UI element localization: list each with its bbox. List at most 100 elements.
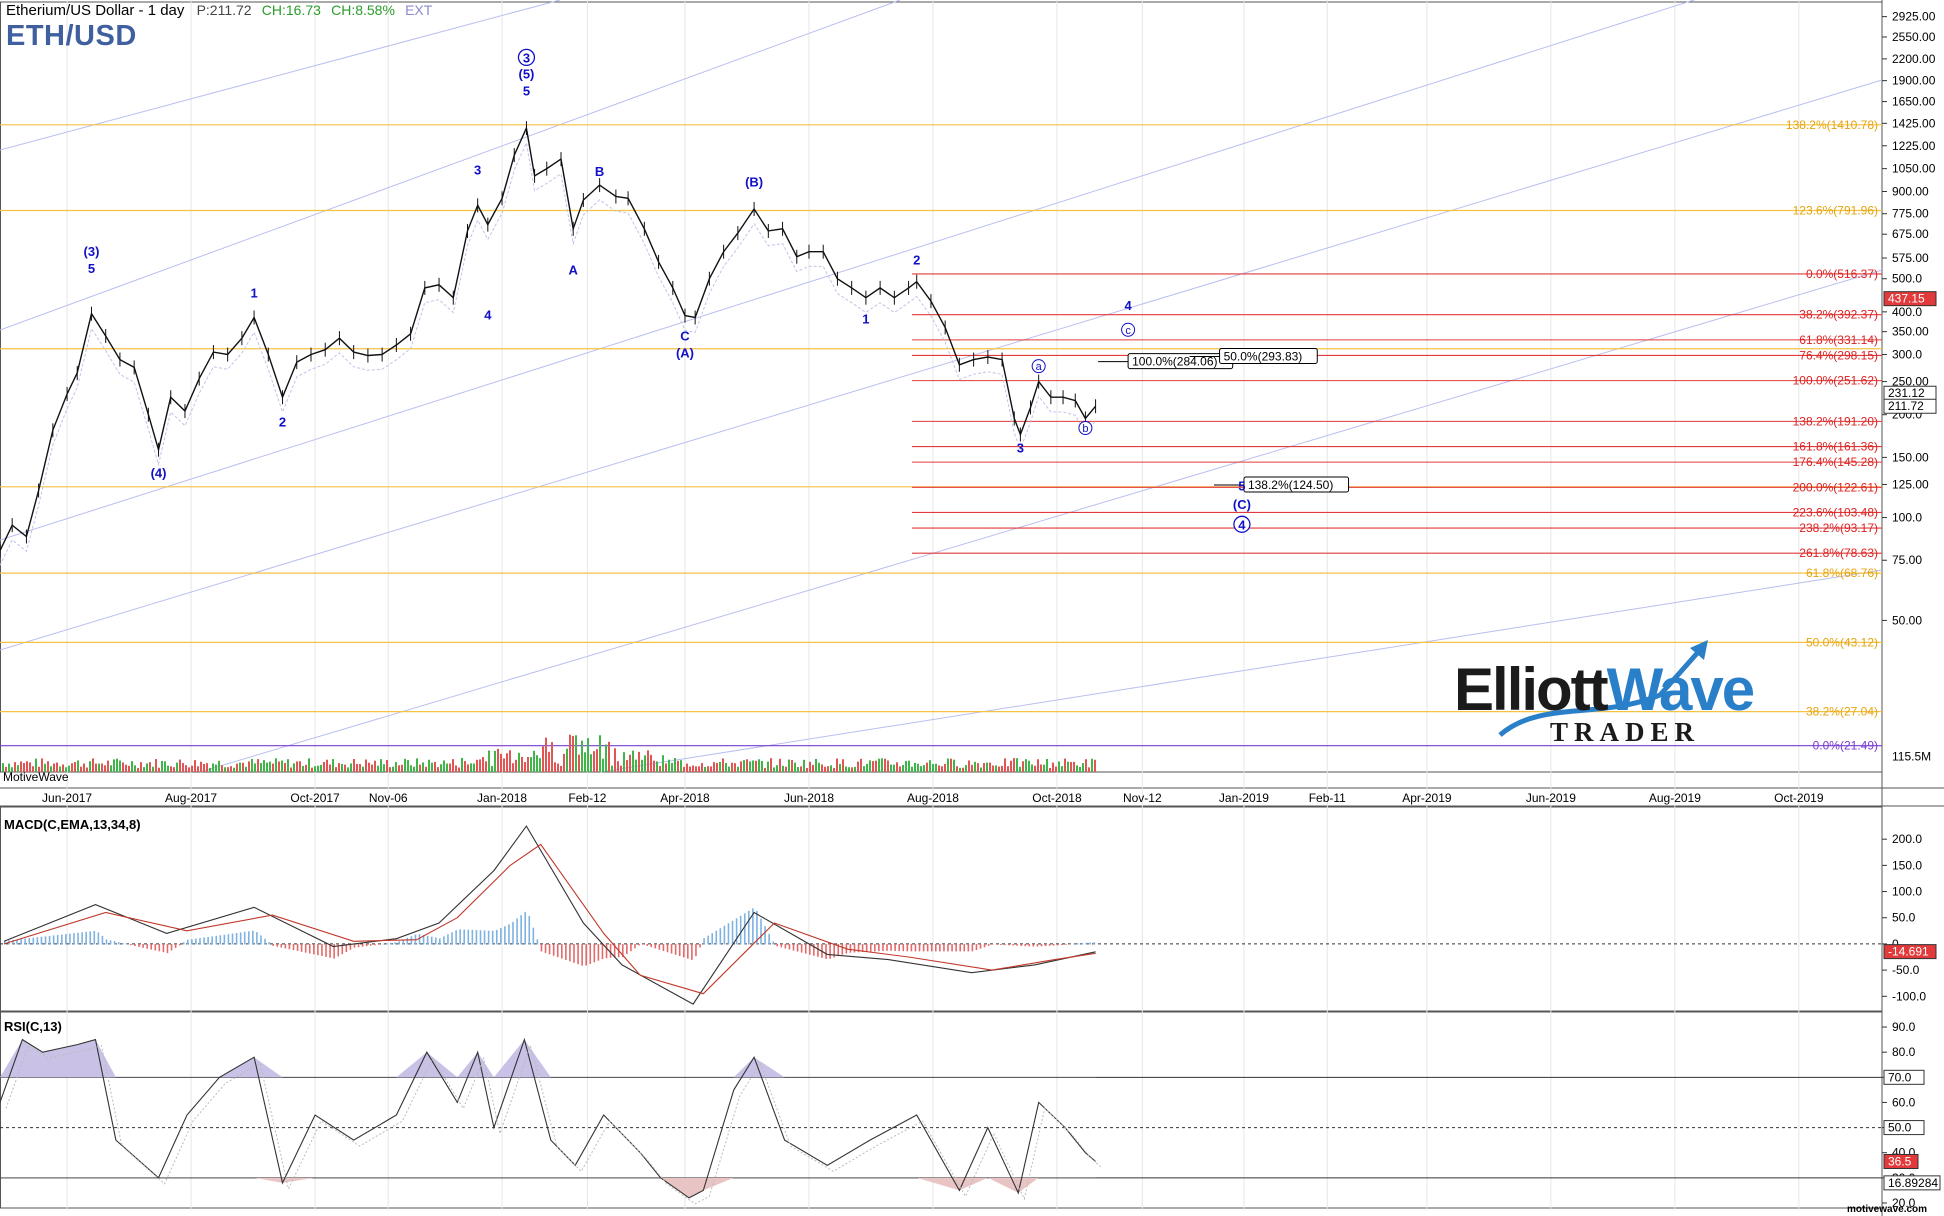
x-tick-label: Jan-2019 xyxy=(1219,791,1269,805)
rsi-value-label: 36.5 xyxy=(1888,1155,1912,1169)
macd-hist-bar xyxy=(48,935,51,945)
volume-bar xyxy=(458,767,460,772)
volume-bar xyxy=(203,763,205,772)
y-tick-label: 90.0 xyxy=(1892,1020,1916,1034)
macd-hist-bar xyxy=(121,942,124,945)
volume-bar xyxy=(665,763,667,772)
volume-bar xyxy=(1034,765,1036,772)
macd-hist-bar xyxy=(906,943,909,952)
macd-hist-bar xyxy=(219,935,222,945)
ext-toggle[interactable]: EXT xyxy=(405,2,433,18)
macd-hist-bar xyxy=(638,943,640,946)
wave-label-sub: (A) xyxy=(676,345,694,360)
macd-hist-bar xyxy=(459,929,461,945)
macd-hist-bar xyxy=(215,935,218,945)
price-box-label: 231.12 xyxy=(1888,386,1925,400)
fib-label-red: 238.2%(93.17) xyxy=(1799,521,1878,535)
macd-hist-bar xyxy=(77,932,79,945)
volume-bar xyxy=(1049,767,1051,772)
macd-hist-bar xyxy=(138,943,140,947)
volume-bar xyxy=(596,749,598,772)
volume-bar xyxy=(335,767,337,772)
macd-hist-bar xyxy=(780,943,783,948)
macd-hist-bar xyxy=(207,936,209,945)
macd-hist-bar xyxy=(365,943,368,947)
fib-label-gold: 138.2%(1410.78) xyxy=(1786,118,1878,132)
volume-bar xyxy=(299,761,301,772)
macd-hist-bar xyxy=(227,934,230,945)
volume-bar xyxy=(179,759,181,772)
fib-label-gold: 50.0%(43.12) xyxy=(1806,635,1878,649)
macd-hist-bar xyxy=(902,943,905,952)
volume-bar xyxy=(890,764,892,772)
macd-hist-bar xyxy=(134,943,136,947)
fib-label-gold: 123.6%(791.96) xyxy=(1793,203,1878,217)
volume-bar xyxy=(140,762,142,772)
macd-hist-bar xyxy=(130,943,132,946)
volume-bar xyxy=(650,754,652,772)
macd-hist-bar xyxy=(654,943,657,949)
wave-label-circle: 3 xyxy=(523,50,530,65)
volume-bar xyxy=(152,766,154,772)
macd-hist-bar xyxy=(24,938,26,945)
volume-bar xyxy=(515,759,517,772)
volume-bar xyxy=(308,758,310,772)
fib-label-red: 61.8%(331.14) xyxy=(1799,333,1878,347)
fib-label-purple: 0.0%(21.49) xyxy=(1813,739,1878,753)
x-tick-label: Jun-2019 xyxy=(1526,791,1576,805)
wave-label: 4 xyxy=(1124,298,1132,313)
macd-hist-bar xyxy=(800,943,803,953)
fib-label-gold: 38.2%(27.04) xyxy=(1806,705,1878,719)
macd-hist-bar xyxy=(1048,943,1051,946)
macd-hist-bar xyxy=(776,943,779,947)
fib-label-gold: 61.8%(68.76) xyxy=(1806,566,1878,580)
volume-bar xyxy=(662,755,664,772)
volume-bar xyxy=(287,759,289,772)
volume-bar xyxy=(599,735,601,772)
macd-hist-bar xyxy=(81,932,83,945)
rsi-line xyxy=(0,1037,1096,1199)
macd-hist-bar xyxy=(325,943,327,957)
volume-bar xyxy=(593,751,595,772)
volume-bar xyxy=(857,761,859,772)
instrument-title: Etherium/US Dollar - 1 day xyxy=(6,2,185,19)
macd-hist-bar xyxy=(565,943,567,960)
macd-hist-bar xyxy=(874,943,876,952)
volume-axis-label: 115.5M xyxy=(1892,749,1931,763)
channel-line xyxy=(199,269,1883,773)
macd-hist-bar xyxy=(926,943,929,952)
fib-label-red: 176.4%(145.28) xyxy=(1793,455,1878,469)
macd-hist-bar xyxy=(548,943,551,955)
volume-bar xyxy=(800,766,802,772)
volume-bar xyxy=(674,758,676,772)
volume-bar xyxy=(833,767,835,772)
macd-hist-bar xyxy=(182,942,185,945)
macd-hist-bar xyxy=(304,943,307,953)
rsi-overbought-fill xyxy=(0,1039,1096,1078)
macd-hist-bar xyxy=(426,935,429,945)
volume-bar xyxy=(401,764,403,772)
macd-hist-bar xyxy=(52,935,55,945)
volume-bar xyxy=(776,765,778,772)
macd-hist-bar xyxy=(991,943,994,945)
macd-title: MACD(C,EMA,13,34,8) xyxy=(4,817,141,832)
volume-bar xyxy=(131,761,133,772)
volume-bar xyxy=(35,758,37,772)
macd-hist-bar xyxy=(89,931,92,945)
volume-bar xyxy=(947,758,949,772)
price-box xyxy=(1883,398,1937,414)
volume-bar xyxy=(644,755,646,772)
volume-bar xyxy=(332,759,334,772)
macd-hist-bar xyxy=(430,936,433,945)
volume-bar xyxy=(824,766,826,772)
y-tick-label: 2550.00 xyxy=(1892,30,1936,44)
callout-label: 138.2%(124.50) xyxy=(1248,478,1333,492)
macd-hist-bar xyxy=(837,943,840,957)
macd-hist-bar xyxy=(174,943,177,948)
macd-hist-bar xyxy=(524,911,527,945)
y-tick-label: 50.0 xyxy=(1892,911,1916,925)
macd-hist-bar xyxy=(687,943,689,959)
volume-bar xyxy=(137,767,139,772)
x-tick-label: Oct-2018 xyxy=(1032,791,1082,805)
volume-bar xyxy=(407,760,409,772)
